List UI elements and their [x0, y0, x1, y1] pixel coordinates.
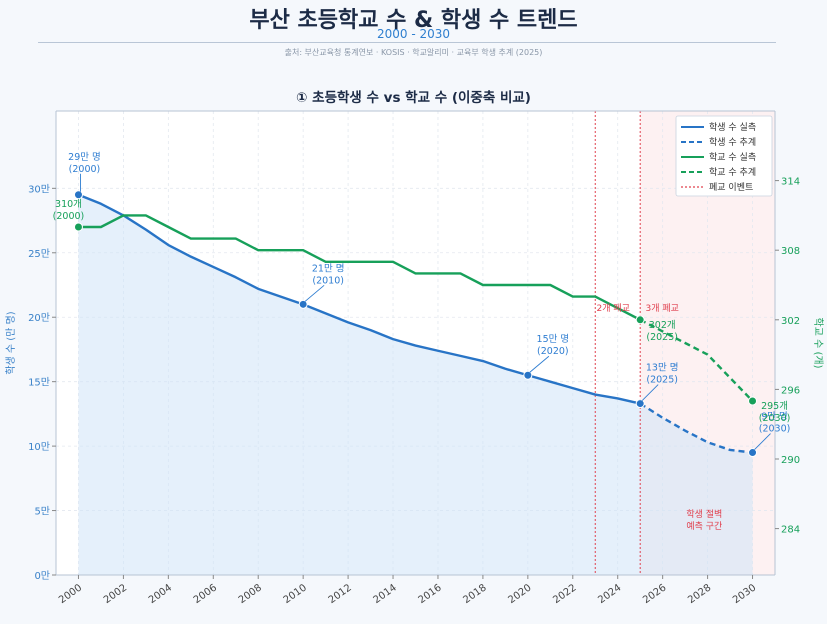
x-tick-label: 2022: [551, 582, 578, 606]
title-divider: [38, 42, 776, 43]
series-line: [639, 402, 753, 454]
school-annotation-label: 302개: [649, 320, 676, 331]
student-annotation-label: 13만 명: [646, 363, 679, 374]
school-marker: [73, 222, 83, 232]
y-right-tick-label: 296: [781, 385, 800, 396]
y-left-tick-label: 5만: [34, 506, 50, 518]
student-annotation-year: (2000): [69, 164, 101, 175]
x-tick-label: 2010: [282, 582, 309, 606]
school-marker: [635, 315, 645, 325]
source-note: 출처: 부산교육청 통계연보 · KOSIS · 학교알리미 · 교육부 학생 …: [284, 48, 543, 57]
x-tick-label: 2000: [57, 582, 84, 606]
series-line: [639, 318, 754, 402]
y-right-tick-label: 284: [781, 525, 800, 536]
student-marker: [73, 190, 83, 200]
panel-title: ① 초등학생 수 vs 학교 수 (이중축 비교): [296, 90, 531, 106]
legend-label: 학교 수 추계: [709, 166, 756, 178]
x-tick-label: 2030: [731, 582, 758, 606]
student-marker: [748, 448, 758, 458]
y-left-tick-label: 20만: [28, 312, 50, 324]
student-annotation-year: (2025): [646, 375, 678, 386]
series-line: [78, 214, 641, 321]
forecast-region-label: 예측 구간: [686, 521, 722, 532]
x-tick-label: 2014: [372, 582, 399, 606]
x-tick-label: 2006: [192, 582, 219, 606]
closure-event-label: 2개 폐교: [597, 302, 630, 314]
y-left-tick-label: 10만: [28, 441, 50, 453]
school-marker: [748, 396, 758, 406]
annotation-arrow: [754, 433, 771, 450]
x-tick-label: 2024: [596, 582, 623, 606]
legend-label: 학생 수 추계: [709, 136, 756, 148]
student-annotation-label: 29만 명: [68, 152, 101, 163]
student-annotation-label: 9만 명: [761, 412, 788, 423]
school-annotation-label: 310개: [55, 199, 82, 210]
x-tick-label: 2026: [641, 582, 668, 606]
x-tick-label: 2002: [102, 582, 129, 606]
y-left-tick-label: 15만: [28, 377, 50, 389]
x-tick-label: 2018: [461, 582, 488, 606]
student-annotation-label: 21만 명: [312, 263, 345, 274]
student-annotation-year: (2030): [759, 424, 791, 435]
school-annotation-year: (2030): [759, 413, 791, 424]
forecast-region-label: 학생 절벽: [686, 508, 722, 520]
main-title: 부산 초등학교 수 & 학생 수 트렌드: [249, 8, 578, 33]
annotation-arrow: [304, 284, 325, 302]
student-annotation-year: (2010): [312, 275, 344, 286]
school-annotation-label: 295개: [761, 401, 788, 412]
closure-event-label: 3개 폐교: [645, 302, 678, 314]
x-tick-label: 2004: [147, 582, 174, 606]
annotation-arrow: [529, 355, 550, 373]
legend-label: 학생 수 실측: [709, 122, 756, 133]
y-left-tick-label: 25만: [28, 248, 50, 260]
legend-label: 폐교 이벤트: [709, 181, 753, 193]
y-left-axis-title: 학생 수 (만 명): [5, 311, 17, 374]
y-right-tick-label: 314: [781, 177, 800, 188]
x-tick-label: 2020: [506, 582, 533, 606]
subtitle: 2000 - 2030: [376, 27, 451, 41]
x-tick-label: 2028: [686, 582, 713, 606]
y-right-tick-label: 302: [781, 316, 800, 327]
student-area-fill: [78, 194, 753, 575]
y-left-tick-label: 0만: [34, 570, 50, 582]
student-marker: [523, 370, 533, 380]
student-annotation-year: (2020): [537, 346, 569, 357]
legend-box: [675, 115, 773, 197]
student-marker: [635, 399, 645, 409]
annotation-arrow: [641, 384, 659, 401]
y-right-axis-title: 학교 수 (개): [812, 318, 824, 369]
school-annotation-year: (2025): [646, 332, 678, 343]
y-left-tick-label: 30만: [28, 183, 50, 195]
school-annotation-year: (2000): [53, 211, 85, 222]
legend-label: 학교 수 실측: [709, 152, 756, 163]
student-marker: [298, 299, 308, 309]
x-tick-label: 2012: [327, 582, 354, 606]
x-tick-label: 2016: [417, 582, 444, 606]
series-line: [78, 193, 641, 405]
y-right-tick-label: 308: [781, 246, 800, 257]
student-annotation-label: 15만 명: [537, 334, 570, 345]
x-tick-label: 2008: [237, 582, 264, 606]
y-right-tick-label: 290: [781, 455, 800, 466]
